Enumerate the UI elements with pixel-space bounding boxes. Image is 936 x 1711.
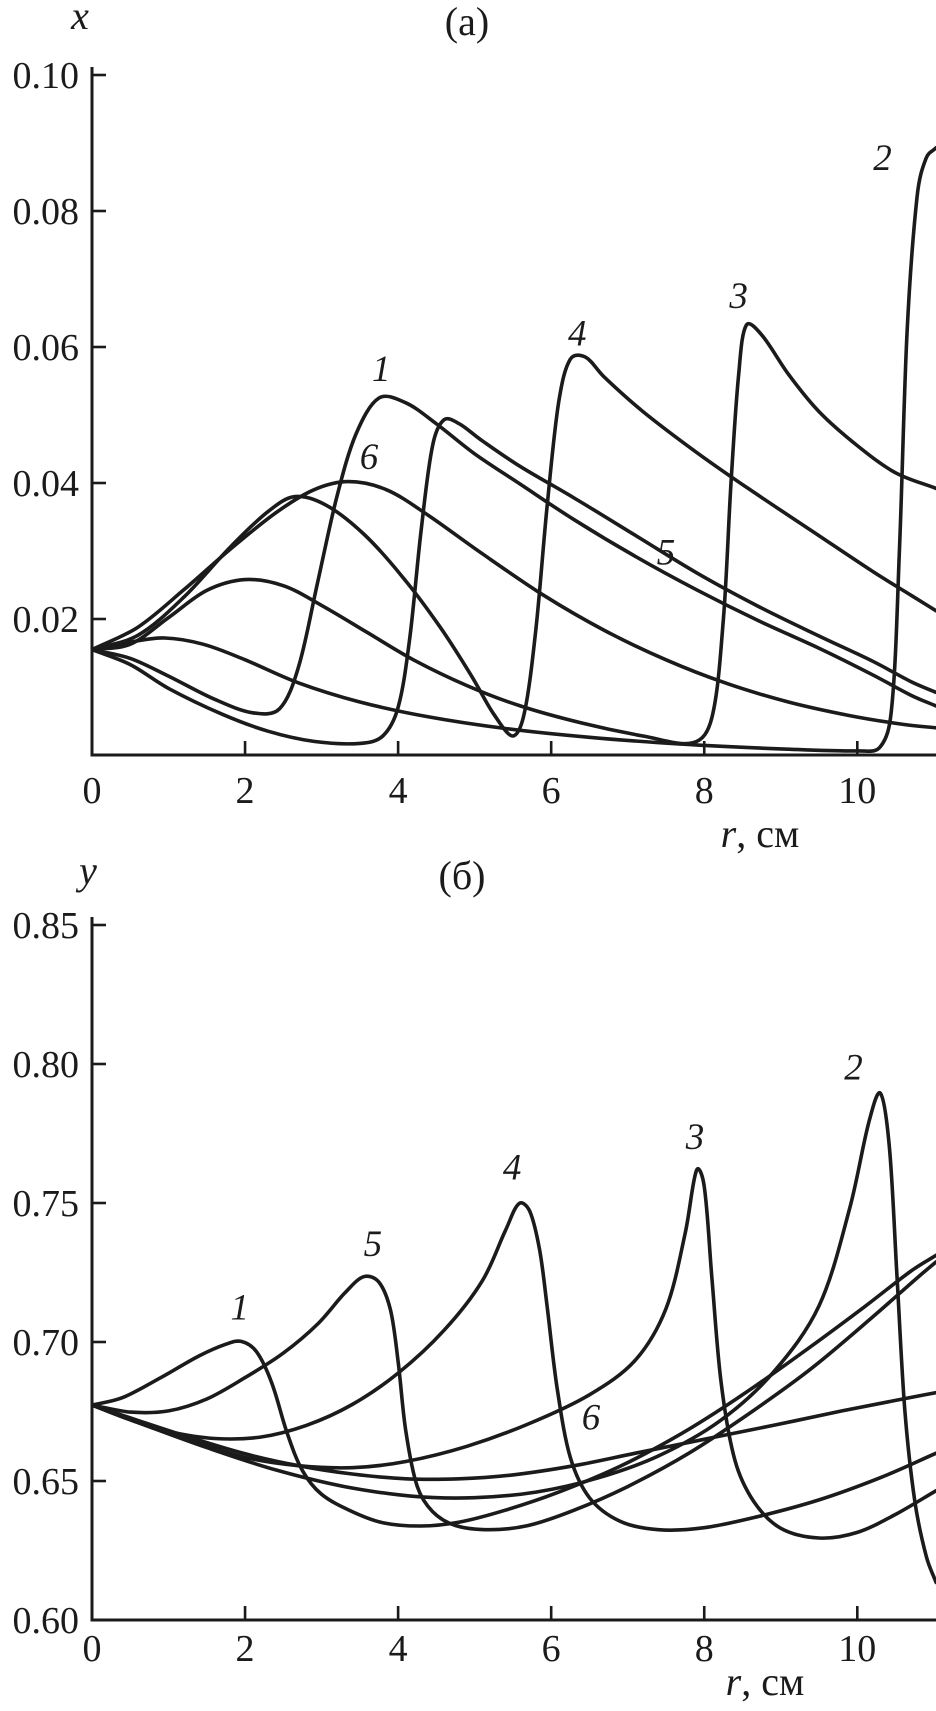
x-tick-label: 6 (542, 770, 561, 812)
x-tick-label: 4 (389, 770, 408, 812)
panel-b-x-axis-label: r, см (665, 1660, 865, 1704)
curve-2 (92, 1091, 936, 1585)
curve-6 (92, 1390, 936, 1482)
curve-2 (92, 146, 936, 753)
x-tick-label: 8 (695, 1628, 714, 1670)
axis-lines (90, 67, 936, 757)
panel-a-x-axis-unit: , см (736, 811, 800, 856)
curve-3 (92, 1167, 936, 1540)
y-tick-label: 0.06 (13, 327, 80, 369)
curve-label-6: 6 (360, 437, 379, 478)
y-tick-label: 0.60 (13, 1600, 80, 1642)
curve-label-1: 1 (372, 349, 391, 390)
curve-label-1: 1 (230, 1287, 249, 1328)
curve-1 (92, 394, 936, 716)
panel-a-x-axis-symbol: r (720, 811, 737, 856)
panel-a-title: (а) (444, 0, 490, 44)
x-tick-label: 10 (838, 770, 876, 812)
axis-lines (90, 917, 936, 1622)
x-tick-label: 0 (83, 1628, 102, 1670)
curve-label-3: 3 (685, 1117, 705, 1158)
curve-label-5: 5 (364, 1224, 383, 1265)
curve-label-4: 4 (568, 313, 587, 354)
x-tick-label: 6 (542, 1628, 561, 1670)
x-tick-label: 0 (83, 770, 102, 812)
panel-b-x-axis-symbol: r (725, 1659, 742, 1704)
x-tick-label: 8 (695, 770, 714, 812)
curve-4 (92, 353, 936, 738)
y-tick-label: 0.65 (13, 1461, 80, 1503)
y-tick-label: 0.70 (13, 1322, 80, 1364)
curve-3 (92, 321, 936, 746)
curve-label-5: 5 (657, 532, 676, 573)
y-tick-label: 0.85 (13, 905, 80, 947)
y-tick-label: 0.10 (13, 55, 80, 97)
curve-label-2: 2 (873, 138, 892, 179)
curve-4 (92, 1201, 936, 1532)
curve-label-4: 4 (503, 1147, 522, 1188)
x-tick-label: 2 (236, 1628, 255, 1670)
y-tick-label: 0.04 (13, 463, 80, 505)
y-tick-label: 0.08 (13, 191, 80, 233)
curve-label-2: 2 (844, 1047, 863, 1088)
curve-5 (92, 416, 936, 746)
panel-a-y-axis-label: x (71, 0, 89, 38)
curve-label-6: 6 (582, 1398, 601, 1439)
x-tick-label: 4 (389, 1628, 408, 1670)
curve-6 (92, 479, 936, 730)
y-tick-label: 0.80 (13, 1044, 80, 1086)
panel-a-x-axis-label: r, см (660, 812, 860, 856)
curve-label-3: 3 (728, 276, 748, 317)
x-tick-label: 2 (236, 770, 255, 812)
panel-b-title: (б) (438, 853, 486, 898)
curve-5 (92, 1260, 936, 1532)
y-tick-label: 0.75 (13, 1183, 80, 1225)
y-tick-label: 0.02 (13, 599, 80, 641)
curve-1 (92, 1253, 936, 1528)
panel-b-y-axis-label: y (79, 848, 97, 893)
panel-b-x-axis-unit: , см (741, 1659, 805, 1704)
x-tick-label: 10 (838, 1628, 876, 1670)
